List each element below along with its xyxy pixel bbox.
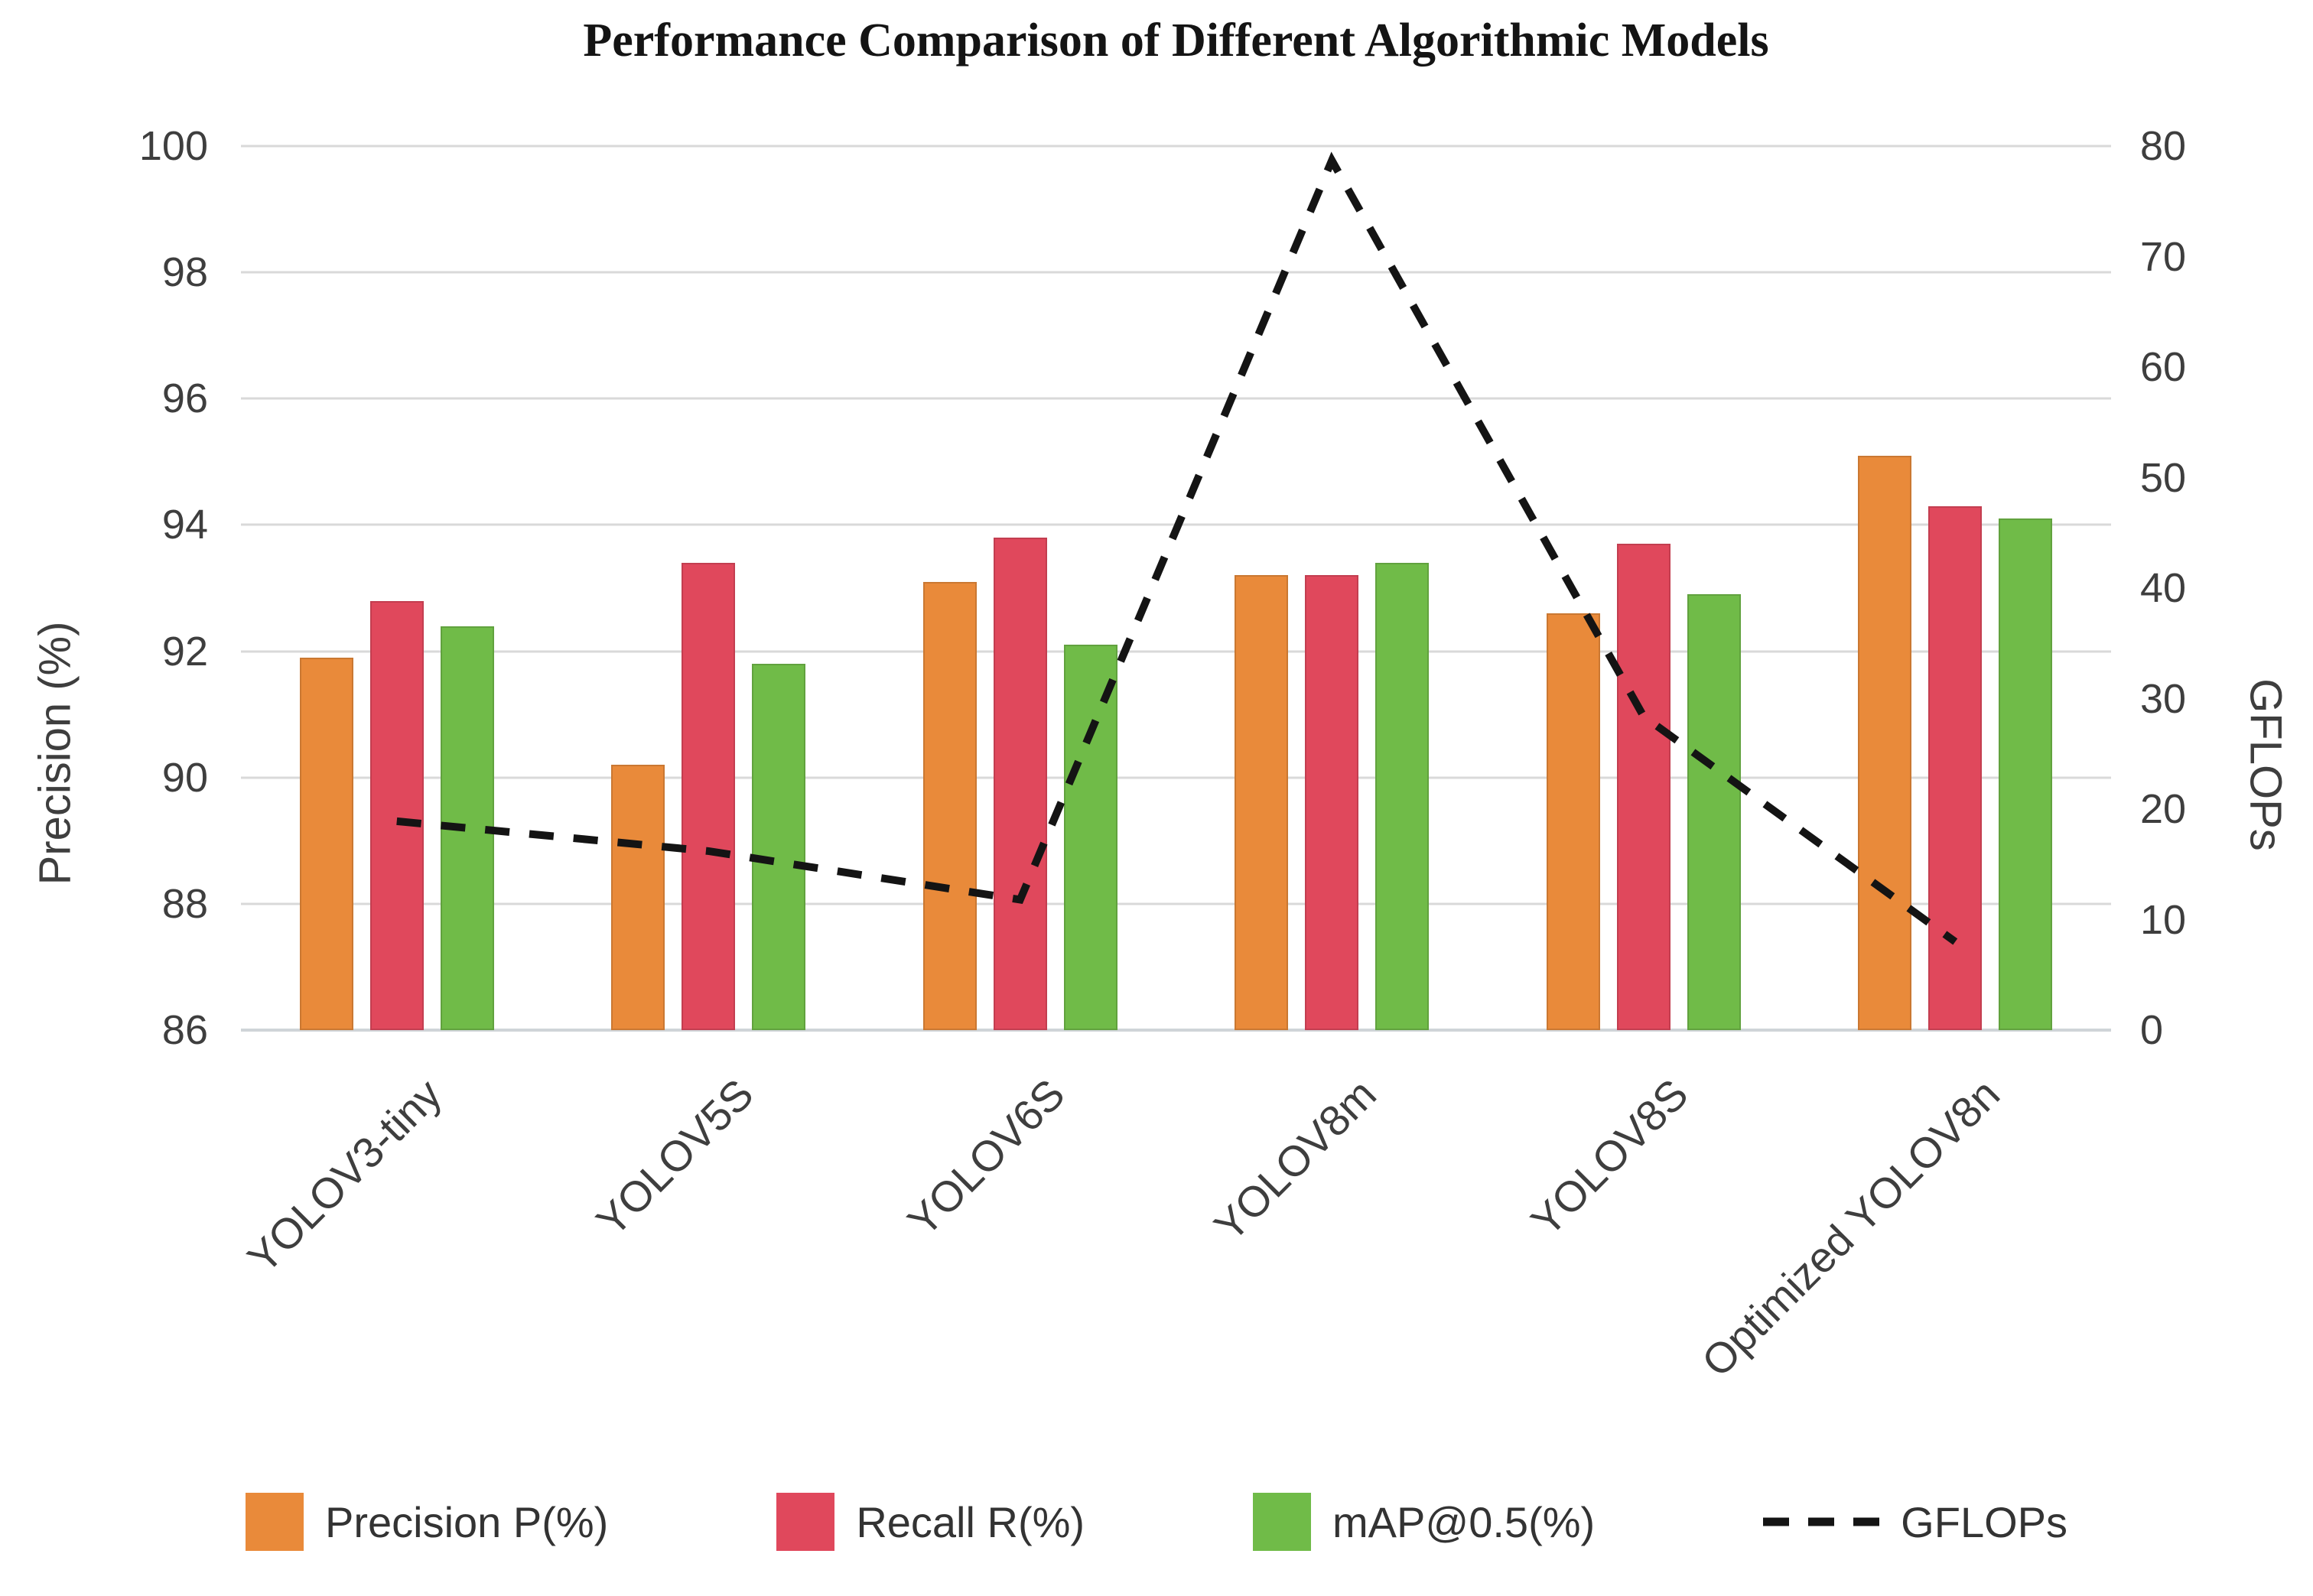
legend-label: GFLOPs (1901, 1497, 2067, 1546)
gridline-86 (241, 1029, 2111, 1032)
legend: Precision P(%) Recall R(%) mAP@0.5(%) GFLOP… (0, 1493, 2313, 1551)
map50-swatch-icon (1253, 1493, 1312, 1551)
right-axis-tick: 10 (2140, 896, 2187, 943)
map50-bar (1687, 594, 1741, 1030)
recall-bar (369, 600, 424, 1030)
right-axis-tick: 60 (2140, 344, 2187, 390)
left-axis-tick: 96 (161, 375, 208, 422)
x-axis-label: Optimized YOLOV8n (1692, 1069, 2009, 1386)
map50-bar (440, 626, 494, 1030)
recall-bar (682, 562, 736, 1030)
x-axis-label: YOLOV6S (898, 1069, 1075, 1246)
gridline-88 (241, 902, 2111, 905)
right-axis-title: GFLOPs (2240, 678, 2291, 851)
legend-label: mAP@0.5(%) (1332, 1497, 1596, 1546)
legend-item-precision: Precision P(%) (246, 1493, 608, 1551)
precision-bar (1858, 455, 1912, 1030)
precision-bar (611, 765, 665, 1030)
right-axis-tick: 40 (2140, 565, 2187, 611)
gridline-90 (241, 776, 2111, 779)
precision-bar (922, 581, 977, 1030)
right-axis-tick: 30 (2140, 675, 2187, 722)
legend-item-recall: Recall R(%) (776, 1493, 1085, 1551)
precision-bar (1235, 575, 1289, 1030)
left-axis-tick: 88 (161, 880, 208, 927)
legend-label: Recall R(%) (856, 1497, 1085, 1546)
recall-bar (1616, 544, 1670, 1030)
gridline-96 (241, 397, 2111, 400)
x-axis-label: YOLOV8S (1521, 1069, 1698, 1246)
precision-bar (299, 657, 353, 1030)
left-axis-tick: 94 (161, 502, 208, 548)
left-axis-tick: 100 (138, 123, 208, 169)
x-axis-label: YOLOV3-tiny (238, 1069, 451, 1282)
left-axis-tick: 98 (161, 249, 208, 296)
right-axis-tick: 50 (2140, 454, 2187, 501)
precision-bar (1546, 613, 1600, 1030)
legend-item-map50: mAP@0.5(%) (1253, 1493, 1595, 1551)
gridline-100 (241, 145, 2111, 148)
x-axis-label: YOLOV5S (587, 1069, 763, 1246)
precision-swatch-icon (246, 1493, 304, 1551)
x-axis-label: YOLOV8m (1205, 1069, 1386, 1250)
legend-label: Precision P(%) (325, 1497, 609, 1546)
right-axis-tick: 80 (2140, 123, 2187, 169)
chart-title: Performance Comparison of Different Algo… (583, 15, 1769, 67)
left-axis-tick: 92 (161, 628, 208, 674)
recall-bar (993, 537, 1047, 1030)
legend-item-gflops: GFLOPs (1763, 1497, 2067, 1547)
right-axis-tick: 70 (2140, 233, 2187, 280)
recall-bar (1305, 575, 1359, 1030)
recall-bar (1928, 505, 1983, 1030)
right-axis-tick: 0 (2140, 1007, 2164, 1053)
left-axis-tick: 90 (161, 754, 208, 801)
gridline-94 (241, 523, 2111, 526)
left-axis-tick: 86 (161, 1007, 208, 1053)
gridline-98 (241, 271, 2111, 274)
dashed-line-icon (1763, 1517, 1880, 1526)
map50-bar (1063, 645, 1117, 1030)
map50-bar (752, 664, 806, 1030)
map50-bar (1375, 562, 1430, 1030)
recall-swatch-icon (776, 1493, 835, 1551)
right-axis-tick: 20 (2140, 786, 2187, 832)
gridline-92 (241, 650, 2111, 653)
map50-bar (1999, 518, 2053, 1030)
